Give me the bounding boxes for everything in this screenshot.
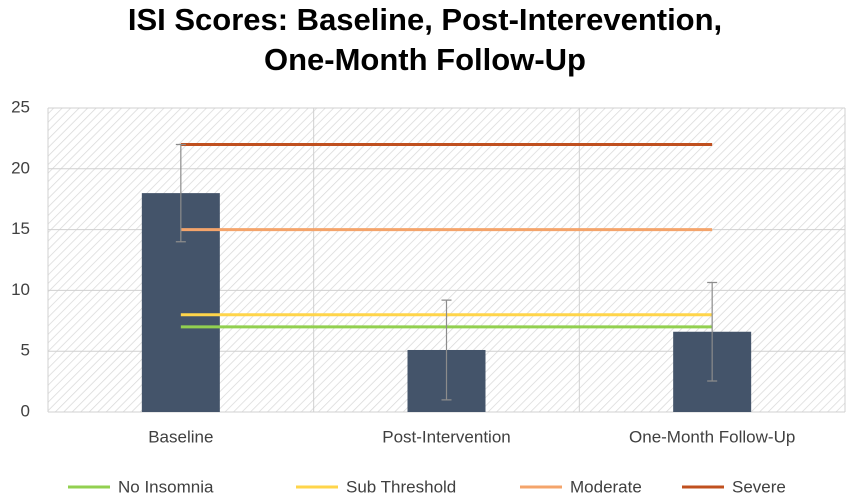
x-tick-label: Baseline <box>148 427 213 446</box>
legend-label: Severe <box>732 477 786 496</box>
y-tick-label: 0 <box>21 401 30 420</box>
y-tick-label: 5 <box>21 341 30 360</box>
x-tick-label: Post-Intervention <box>382 427 511 446</box>
y-tick-label: 15 <box>11 219 30 238</box>
error-bar <box>175 143 186 243</box>
x-tick-label: One-Month Follow-Up <box>629 427 795 446</box>
error-bar <box>707 281 718 382</box>
error-bar <box>441 299 452 401</box>
y-tick-label: 20 <box>11 158 30 177</box>
legend-label: Moderate <box>570 477 642 496</box>
legend-label: No Insomnia <box>118 477 214 496</box>
y-tick-label: 25 <box>11 97 30 116</box>
legend-label: Sub Threshold <box>346 477 456 496</box>
y-tick-label: 10 <box>11 280 30 299</box>
chart-title: ISI Scores: Baseline, Post-Interevention… <box>128 2 722 37</box>
chart-title: One-Month Follow-Up <box>264 42 586 77</box>
